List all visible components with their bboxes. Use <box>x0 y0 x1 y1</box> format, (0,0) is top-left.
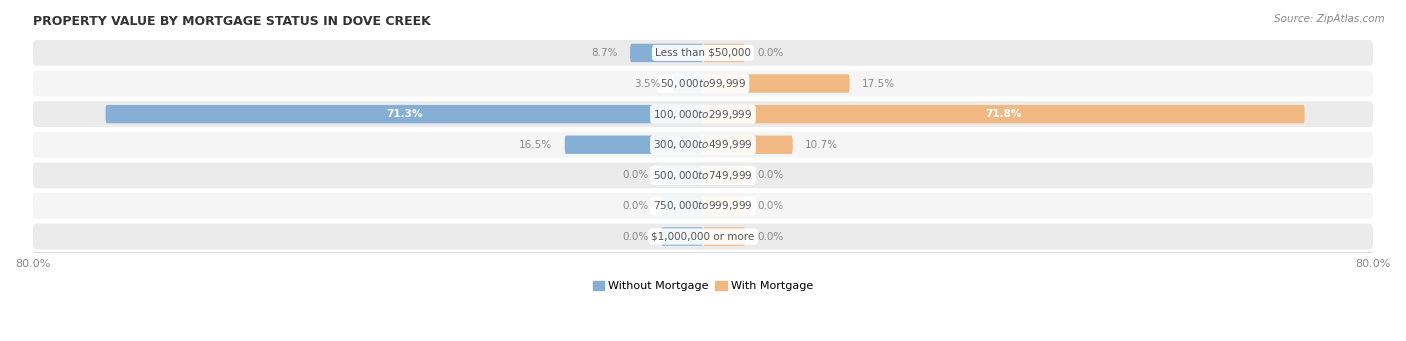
Text: $50,000 to $99,999: $50,000 to $99,999 <box>659 77 747 90</box>
FancyBboxPatch shape <box>673 74 703 93</box>
Text: 0.0%: 0.0% <box>758 201 783 211</box>
Legend: Without Mortgage, With Mortgage: Without Mortgage, With Mortgage <box>588 276 818 296</box>
Text: Source: ZipAtlas.com: Source: ZipAtlas.com <box>1274 14 1385 24</box>
Text: 0.0%: 0.0% <box>758 232 783 241</box>
Text: $750,000 to $999,999: $750,000 to $999,999 <box>654 199 752 212</box>
FancyBboxPatch shape <box>105 105 703 123</box>
FancyBboxPatch shape <box>703 44 745 62</box>
FancyBboxPatch shape <box>661 197 703 215</box>
FancyBboxPatch shape <box>565 135 703 154</box>
Text: 10.7%: 10.7% <box>806 140 838 150</box>
FancyBboxPatch shape <box>703 105 1305 123</box>
Text: 16.5%: 16.5% <box>519 140 553 150</box>
Text: $100,000 to $299,999: $100,000 to $299,999 <box>654 108 752 121</box>
Text: 0.0%: 0.0% <box>623 201 648 211</box>
Text: $1,000,000 or more: $1,000,000 or more <box>651 232 755 241</box>
FancyBboxPatch shape <box>32 132 1374 158</box>
Text: 0.0%: 0.0% <box>623 232 648 241</box>
Text: PROPERTY VALUE BY MORTGAGE STATUS IN DOVE CREEK: PROPERTY VALUE BY MORTGAGE STATUS IN DOV… <box>32 15 430 28</box>
Text: 71.3%: 71.3% <box>387 109 422 119</box>
Text: $300,000 to $499,999: $300,000 to $499,999 <box>654 138 752 151</box>
FancyBboxPatch shape <box>32 162 1374 188</box>
FancyBboxPatch shape <box>661 166 703 184</box>
Text: 0.0%: 0.0% <box>758 48 783 58</box>
FancyBboxPatch shape <box>32 71 1374 97</box>
Text: 3.5%: 3.5% <box>634 78 661 89</box>
Text: 0.0%: 0.0% <box>758 170 783 180</box>
Text: Less than $50,000: Less than $50,000 <box>655 48 751 58</box>
Text: 0.0%: 0.0% <box>623 170 648 180</box>
FancyBboxPatch shape <box>703 197 745 215</box>
Text: 17.5%: 17.5% <box>862 78 896 89</box>
FancyBboxPatch shape <box>661 227 703 246</box>
FancyBboxPatch shape <box>32 193 1374 219</box>
FancyBboxPatch shape <box>32 224 1374 249</box>
Text: $500,000 to $749,999: $500,000 to $749,999 <box>654 169 752 182</box>
FancyBboxPatch shape <box>32 101 1374 127</box>
FancyBboxPatch shape <box>703 227 745 246</box>
FancyBboxPatch shape <box>630 44 703 62</box>
FancyBboxPatch shape <box>703 74 849 93</box>
Text: 8.7%: 8.7% <box>591 48 617 58</box>
Text: 71.8%: 71.8% <box>986 109 1022 119</box>
FancyBboxPatch shape <box>32 40 1374 66</box>
FancyBboxPatch shape <box>703 135 793 154</box>
FancyBboxPatch shape <box>703 166 745 184</box>
